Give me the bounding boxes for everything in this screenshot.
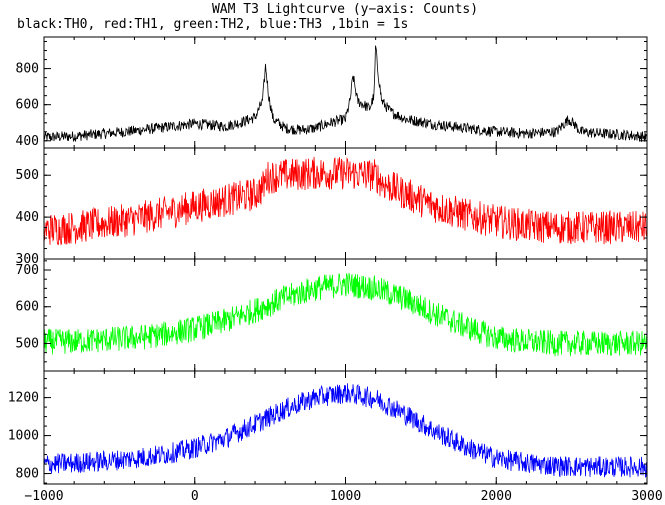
y-tick-label: 700 [16, 263, 39, 278]
y-tick-label: 800 [16, 467, 39, 482]
y-tick-label: 400 [16, 210, 39, 225]
x-tick-label: −1000 [24, 489, 63, 504]
chart-title: WAM T3 Lightcurve (y−axis: Counts) [212, 2, 478, 17]
panels-group: 400 600 800 300 400 500 500 600 700 800 1000 1200 [8, 36, 648, 485]
x-axis: −1000 0 1000 2000 3000 [24, 489, 662, 504]
y-tick-label: 1200 [8, 391, 39, 406]
x-tick-label: 0 [191, 489, 199, 504]
series-line-th1 [44, 156, 647, 246]
y-tick-label: 300 [16, 252, 39, 267]
panel-th1: 300 400 500 [16, 147, 648, 267]
y-tick-label: 500 [16, 336, 39, 351]
x-tick-label: 3000 [631, 489, 662, 504]
x-tick-label: 1000 [330, 489, 361, 504]
y-tick-label: 1000 [8, 429, 39, 444]
panel-th3: 800 1000 1200 [8, 370, 648, 485]
panel-frame [43, 258, 648, 372]
y-tick-label: 600 [16, 300, 39, 315]
y-tick-label: 400 [16, 134, 39, 149]
x-tick-label: 2000 [481, 489, 512, 504]
panel-frame [43, 147, 648, 260]
chart-subtitle: black:TH0, red:TH1, green:TH2, blue:TH3 … [17, 17, 408, 32]
panel-th2: 500 600 700 [16, 258, 648, 372]
series-line-th0 [44, 45, 647, 142]
series-line-th2 [44, 272, 647, 357]
panel-th0: 400 600 800 [16, 36, 648, 149]
series-line-th3 [44, 383, 647, 479]
y-tick-label: 600 [16, 98, 39, 113]
y-tick-label: 500 [16, 168, 39, 183]
y-tick-label: 800 [16, 62, 39, 77]
